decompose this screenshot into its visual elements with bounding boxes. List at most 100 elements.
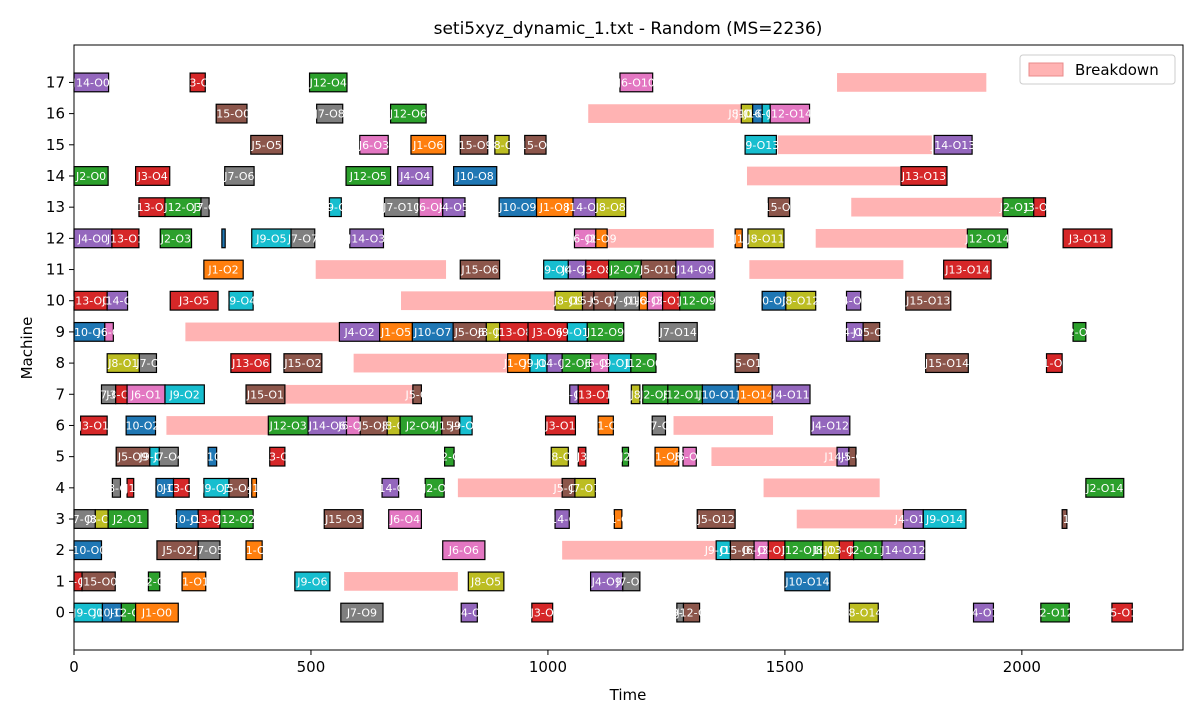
operation-label: J9-O3 (200, 482, 231, 495)
operation-label: J15-O1 (852, 326, 890, 339)
operation-label: J8-O (104, 482, 129, 495)
operation-label: J5-O2 (161, 544, 192, 557)
operation-label: J2-O1 (1063, 326, 1094, 339)
y-tick-label: 5 (55, 448, 65, 466)
operation-label: J4-O11 (894, 513, 932, 526)
operation-bar (207, 446, 218, 467)
operation-bar (381, 477, 400, 498)
operation-label: J14-O6 (308, 419, 346, 432)
operation-label: J15-O0 (79, 575, 117, 588)
operation-bar (106, 290, 129, 311)
operation-label: J1-O5 (380, 326, 411, 339)
operation-bar (224, 166, 255, 186)
x-tick-label: 1000 (529, 658, 567, 676)
operation-bar (111, 477, 122, 498)
operation-bar (197, 540, 221, 561)
operation-bar (784, 571, 831, 592)
operation-label: J5-O12 (697, 513, 735, 526)
operation-label: J10-O0 (70, 326, 108, 339)
operation-bar (245, 540, 263, 561)
operation-label: J13-O1 (574, 388, 612, 401)
operation-label: J10-O1 (168, 513, 206, 526)
operation-label: J3-O1 (78, 419, 109, 432)
y-tick-label: 17 (46, 73, 65, 91)
operation-bar (630, 384, 641, 405)
operation-label: J12-O4 (309, 76, 347, 89)
operation-label: J2-O13 (999, 201, 1037, 214)
plot-frame (73, 44, 1184, 651)
operation-label: J2-O11 (848, 544, 886, 557)
operation-label: J14-O3 (347, 232, 385, 245)
operation-label: J3-O4 (137, 170, 168, 183)
operation-label: J7-O14 (659, 326, 697, 339)
operation-label: J15-O1 (516, 139, 554, 152)
operation-bar (862, 321, 881, 342)
operation-label: J9-O6 (296, 575, 327, 588)
breakdown-bar (837, 73, 987, 92)
operation-bar (250, 134, 284, 155)
operation-label: J1-O (242, 544, 267, 557)
operation-label: J9-O14 (925, 513, 963, 526)
operation-bar (925, 353, 969, 374)
operation-bar (554, 509, 570, 529)
operation-label: J3 (576, 451, 587, 464)
y-tick-label: 11 (46, 261, 65, 279)
operation-bar (345, 166, 392, 186)
operation-label: J3-O (265, 451, 290, 464)
breakdown-bar (749, 260, 904, 279)
operation-bar (164, 384, 205, 405)
operation-label: J8-O9 (553, 295, 584, 308)
operation-bar (147, 571, 161, 592)
operation-bar (630, 353, 657, 374)
operation-bar (1045, 353, 1063, 374)
operation-label: J6-O (96, 326, 121, 339)
operation-bar (228, 477, 250, 498)
operation-label: J3-O5 (178, 295, 209, 308)
operation-bar (943, 259, 992, 280)
operation-label: J2-O (437, 451, 462, 464)
operation-bar (410, 134, 447, 155)
operation-bar (622, 571, 641, 592)
operation-label: J13-O6 (231, 357, 269, 370)
operation-label: J9-O (323, 201, 348, 214)
operation-label: J15-O14 (924, 357, 969, 370)
breakdown-bar (796, 509, 904, 529)
breakdown-bar (353, 353, 508, 373)
operation-bar (228, 290, 254, 311)
operation-label: J3-O6 (532, 326, 563, 339)
operation-bar (80, 415, 108, 436)
operation-label: J9-O4 (450, 419, 481, 432)
operation-bar (848, 602, 879, 623)
operation-label: J6-O4 (389, 513, 420, 526)
y-tick-label: 16 (46, 105, 65, 123)
chart-title: seti5xyz_dynamic_1.txt - Random (MS=2236… (434, 19, 823, 39)
operation-label: J8-O (489, 139, 514, 152)
operation-label: J1-O14 (736, 388, 774, 401)
operation-bar (966, 228, 1009, 249)
operation-label: J8-O5 (470, 575, 501, 588)
operation-bar (290, 228, 316, 249)
operation-bar (111, 228, 140, 249)
operation-bar (135, 166, 171, 186)
operation-label: J7-O7 (569, 482, 600, 495)
operation-label: J6-O3 (358, 139, 389, 152)
operation-label: J2 (619, 451, 630, 464)
operation-label: J8-O14 (844, 607, 882, 620)
operation-label: J10-O13 (751, 295, 796, 308)
operation-bar (679, 290, 716, 311)
operation-label: J13-O1 (106, 232, 144, 245)
operation-label: J4-O9 (591, 575, 622, 588)
operation-label: J10 (203, 451, 221, 464)
operation-bar (595, 197, 627, 218)
operation-bar (359, 134, 389, 155)
operation-label: J5-O4 (223, 482, 254, 495)
operation-bar (682, 446, 697, 467)
operation-bar (283, 353, 323, 374)
operation-label: J2-O1 (112, 513, 143, 526)
breakdown-bar (607, 228, 714, 248)
y-tick-label: 1 (55, 572, 65, 590)
operation-label: J2-O0 (75, 170, 106, 183)
operation-bar (613, 509, 623, 529)
operation-label: J10-O14 (784, 575, 829, 588)
operation-bar (747, 228, 785, 249)
